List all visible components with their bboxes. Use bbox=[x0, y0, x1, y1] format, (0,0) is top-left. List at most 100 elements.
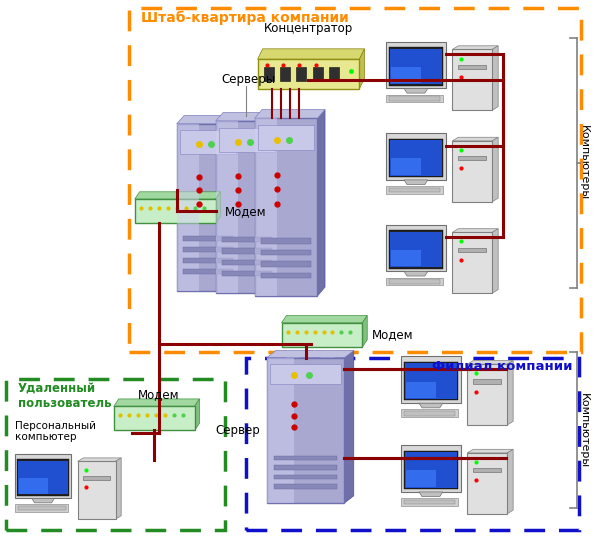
Bar bbox=[258, 125, 314, 150]
Bar bbox=[267, 358, 344, 503]
Polygon shape bbox=[452, 229, 498, 232]
Bar bbox=[219, 128, 276, 152]
Bar bbox=[222, 260, 272, 265]
Bar bbox=[452, 232, 492, 293]
Bar bbox=[274, 484, 337, 489]
Bar bbox=[216, 121, 238, 293]
Bar bbox=[467, 364, 507, 425]
Bar bbox=[391, 158, 420, 175]
Bar bbox=[258, 59, 359, 89]
Text: Модем: Модем bbox=[371, 328, 413, 342]
Polygon shape bbox=[359, 49, 364, 89]
Bar bbox=[389, 47, 443, 86]
Polygon shape bbox=[195, 399, 199, 430]
Bar bbox=[255, 118, 277, 296]
Bar bbox=[135, 199, 216, 223]
Bar bbox=[15, 454, 71, 498]
Polygon shape bbox=[267, 351, 354, 358]
Bar bbox=[473, 468, 501, 472]
Polygon shape bbox=[492, 137, 498, 202]
Bar bbox=[405, 452, 457, 488]
Polygon shape bbox=[240, 116, 247, 291]
Polygon shape bbox=[492, 229, 498, 293]
Text: Штаб-квартира компании: Штаб-квартира компании bbox=[141, 11, 349, 25]
Polygon shape bbox=[404, 271, 428, 276]
Text: Сервер: Сервер bbox=[216, 424, 261, 437]
Bar bbox=[313, 67, 323, 81]
Polygon shape bbox=[116, 458, 121, 519]
Polygon shape bbox=[114, 399, 199, 406]
Polygon shape bbox=[317, 110, 325, 296]
Polygon shape bbox=[467, 449, 513, 453]
Bar bbox=[261, 261, 311, 267]
Bar bbox=[390, 140, 442, 176]
Text: Компьютеры: Компьютеры bbox=[579, 393, 589, 468]
Polygon shape bbox=[282, 315, 367, 323]
Bar bbox=[401, 445, 461, 492]
Bar bbox=[401, 498, 458, 506]
Bar bbox=[401, 356, 461, 403]
Bar bbox=[17, 459, 69, 495]
Text: Компьютеры: Компьютеры bbox=[579, 125, 589, 200]
Bar bbox=[177, 124, 240, 291]
Polygon shape bbox=[344, 351, 354, 503]
Polygon shape bbox=[255, 110, 325, 118]
Text: Модем: Модем bbox=[225, 204, 266, 218]
Bar bbox=[297, 67, 307, 81]
Bar bbox=[406, 381, 435, 398]
Bar bbox=[406, 470, 435, 487]
Bar bbox=[404, 500, 455, 505]
Bar bbox=[261, 238, 311, 244]
Bar bbox=[264, 67, 274, 81]
Bar bbox=[389, 230, 443, 268]
Bar bbox=[83, 476, 110, 480]
Polygon shape bbox=[452, 46, 498, 49]
Bar bbox=[78, 462, 116, 519]
Text: Персональный
компьютер: Персональный компьютер bbox=[15, 421, 96, 442]
Text: Серверы: Серверы bbox=[222, 73, 276, 86]
Polygon shape bbox=[419, 492, 443, 497]
Bar bbox=[401, 409, 458, 417]
Polygon shape bbox=[216, 192, 220, 223]
Bar bbox=[17, 506, 66, 510]
Bar bbox=[261, 250, 311, 255]
Bar bbox=[391, 250, 420, 266]
Polygon shape bbox=[177, 116, 247, 124]
Polygon shape bbox=[279, 112, 286, 293]
Bar bbox=[183, 236, 234, 242]
Polygon shape bbox=[32, 498, 55, 503]
Bar bbox=[386, 41, 446, 88]
Bar bbox=[404, 451, 458, 489]
Bar bbox=[20, 478, 47, 493]
Bar bbox=[274, 456, 337, 460]
Polygon shape bbox=[419, 403, 443, 408]
Polygon shape bbox=[135, 192, 220, 199]
Bar bbox=[282, 323, 362, 347]
Polygon shape bbox=[467, 360, 513, 364]
Bar bbox=[389, 96, 440, 101]
Polygon shape bbox=[404, 180, 428, 185]
Bar bbox=[386, 133, 446, 180]
Bar bbox=[391, 67, 420, 83]
Bar bbox=[389, 188, 440, 193]
Text: Филиал компании: Филиал компании bbox=[432, 360, 573, 373]
Polygon shape bbox=[78, 458, 121, 462]
Bar bbox=[458, 156, 486, 160]
Polygon shape bbox=[216, 112, 286, 121]
Bar bbox=[267, 358, 294, 503]
Bar bbox=[452, 141, 492, 202]
Bar bbox=[280, 67, 290, 81]
Polygon shape bbox=[362, 315, 367, 347]
Bar bbox=[458, 247, 486, 252]
Bar bbox=[19, 461, 68, 494]
Bar bbox=[183, 269, 234, 274]
Bar bbox=[386, 278, 443, 285]
Bar bbox=[389, 139, 443, 177]
Bar bbox=[271, 364, 341, 384]
Polygon shape bbox=[258, 49, 364, 59]
Bar bbox=[177, 124, 199, 291]
Bar bbox=[473, 379, 501, 384]
Bar bbox=[261, 273, 311, 278]
Polygon shape bbox=[492, 46, 498, 110]
Text: Модем: Модем bbox=[138, 388, 180, 401]
